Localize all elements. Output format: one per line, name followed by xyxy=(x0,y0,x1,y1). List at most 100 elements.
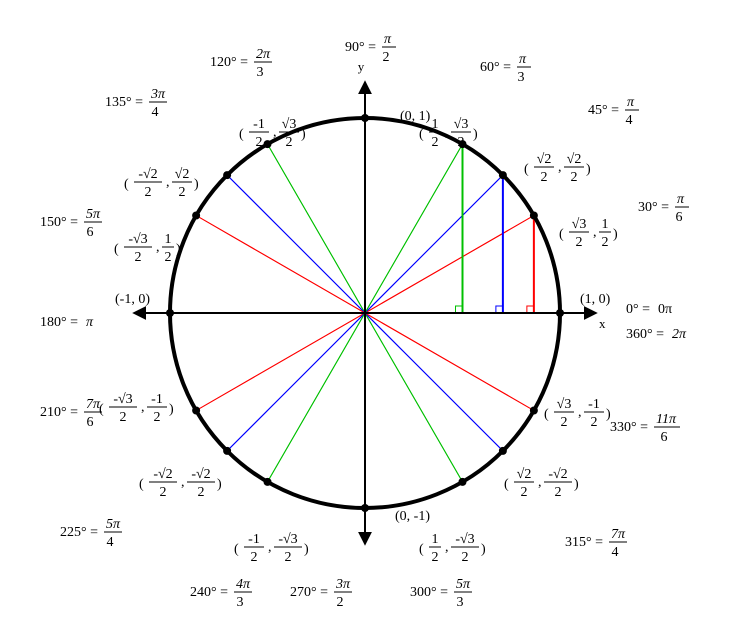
svg-text:4: 4 xyxy=(612,545,619,560)
svg-text:2: 2 xyxy=(135,250,142,265)
point-180 xyxy=(166,309,174,317)
svg-text:6: 6 xyxy=(87,225,94,240)
svg-text:2: 2 xyxy=(251,550,258,565)
coord-label-330: (√32,-12) xyxy=(544,397,611,430)
svg-text:2: 2 xyxy=(458,135,465,150)
svg-text:(: ( xyxy=(139,477,144,492)
angle-label-330: 330° = 11π6 xyxy=(610,412,680,445)
y-axis-label: y xyxy=(358,59,365,74)
angle-label-0: 0° = 0π xyxy=(626,302,672,317)
svg-text:): ) xyxy=(301,127,306,142)
svg-text:60° =: 60° = xyxy=(480,60,511,75)
svg-text:√2: √2 xyxy=(517,467,532,482)
coord-label-135: (-√22,√22) xyxy=(124,167,199,200)
svg-text:4π: 4π xyxy=(236,577,251,592)
angle-label-210: 210° = 7π6 xyxy=(40,397,102,430)
svg-text:2: 2 xyxy=(198,485,205,500)
svg-text:5π: 5π xyxy=(106,517,121,532)
point-120 xyxy=(264,140,272,148)
svg-text:2π: 2π xyxy=(672,327,687,342)
angle-label-135: 135° = 3π 4 xyxy=(105,87,167,120)
svg-text:(0, 1): (0, 1) xyxy=(400,109,431,124)
point-315 xyxy=(499,447,507,455)
svg-text:3π: 3π xyxy=(150,87,166,102)
svg-text:(: ( xyxy=(544,407,549,422)
svg-text:4: 4 xyxy=(152,105,159,120)
svg-text:-√2: -√2 xyxy=(548,467,567,482)
angle-label-45: 45° = π4 xyxy=(588,95,639,128)
svg-text:210° =: 210° = xyxy=(40,405,78,420)
svg-text:2: 2 xyxy=(462,550,469,565)
svg-text:,: , xyxy=(273,125,277,140)
svg-text:√2: √2 xyxy=(175,167,190,182)
svg-text:45° =: 45° = xyxy=(588,103,619,118)
svg-text:(: ( xyxy=(524,162,529,177)
point-30 xyxy=(530,212,538,220)
svg-text:,: , xyxy=(593,225,597,240)
svg-text:3: 3 xyxy=(457,595,464,610)
svg-text:2: 2 xyxy=(432,135,439,150)
angle-label-315: 315° = 7π4 xyxy=(565,527,627,560)
svg-text:): ) xyxy=(304,542,309,557)
svg-text:(: ( xyxy=(419,542,424,557)
angle-label-30: 30° = π6 xyxy=(638,192,689,225)
svg-text:2: 2 xyxy=(145,185,152,200)
coord-label-90: (0, 1) xyxy=(400,109,431,124)
svg-text:-√2: -√2 xyxy=(191,467,210,482)
svg-text:(0, -1): (0, -1) xyxy=(395,509,430,524)
svg-text:3: 3 xyxy=(518,70,525,85)
svg-text:180° =: 180° = xyxy=(40,315,78,330)
svg-text:315° =: 315° = xyxy=(565,535,603,550)
coord-label-315: (√22,-√22) xyxy=(504,467,579,500)
svg-text:): ) xyxy=(574,477,579,492)
svg-text:6: 6 xyxy=(87,415,94,430)
svg-text:): ) xyxy=(169,402,174,417)
svg-text:135° =: 135° = xyxy=(105,95,143,110)
svg-text:(: ( xyxy=(234,542,239,557)
svg-text:2: 2 xyxy=(541,170,548,185)
svg-text:270° =: 270° = xyxy=(290,585,328,600)
svg-text:11π: 11π xyxy=(656,412,677,427)
svg-text:2: 2 xyxy=(286,135,293,150)
svg-text:√3: √3 xyxy=(282,117,297,132)
svg-text:150° =: 150° = xyxy=(40,215,78,230)
svg-text:2: 2 xyxy=(383,50,390,65)
angle-label-225: 225° = 5π4 xyxy=(60,517,122,550)
coord-label-225: (-√22,-√22) xyxy=(139,467,222,500)
svg-text:1: 1 xyxy=(602,217,609,232)
svg-text:2: 2 xyxy=(591,415,598,430)
coord-label-150: (-√32,12) xyxy=(114,232,181,265)
svg-text:(: ( xyxy=(124,177,129,192)
angle-label-240: 240° = 4π3 xyxy=(190,577,252,610)
svg-text:-√3: -√3 xyxy=(128,232,147,247)
unit-circle-diagram: xy0° = 0π30° = π645° = π460° = π390° = π… xyxy=(0,0,731,637)
svg-text:√2: √2 xyxy=(567,152,582,167)
svg-text:-1: -1 xyxy=(588,397,600,412)
svg-text:): ) xyxy=(613,227,618,242)
coord-label-120: (-12,√32) xyxy=(239,117,306,150)
point-240 xyxy=(264,478,272,486)
svg-text:-√3: -√3 xyxy=(278,532,297,547)
svg-text:3π: 3π xyxy=(335,577,351,592)
svg-text:π: π xyxy=(384,32,392,47)
svg-text:2: 2 xyxy=(576,235,583,250)
svg-text:2: 2 xyxy=(555,485,562,500)
svg-text:,: , xyxy=(558,160,562,175)
svg-text:2: 2 xyxy=(571,170,578,185)
svg-text:√3: √3 xyxy=(572,217,587,232)
svg-text:360° =: 360° = xyxy=(626,327,664,342)
svg-text:1: 1 xyxy=(432,532,439,547)
angle-label-90: 90° = π2 xyxy=(345,32,396,65)
point-45 xyxy=(499,171,507,179)
svg-text:): ) xyxy=(194,177,199,192)
right-angle-45 xyxy=(496,306,503,313)
svg-text:5π: 5π xyxy=(456,577,471,592)
coord-label-45: (√22,√22) xyxy=(524,152,591,185)
point-150 xyxy=(192,212,200,220)
point-210 xyxy=(192,407,200,415)
svg-text:,: , xyxy=(538,475,542,490)
svg-text:π: π xyxy=(519,52,527,67)
svg-text:): ) xyxy=(473,127,478,142)
svg-text:2: 2 xyxy=(256,135,263,150)
svg-text:2: 2 xyxy=(602,235,609,250)
